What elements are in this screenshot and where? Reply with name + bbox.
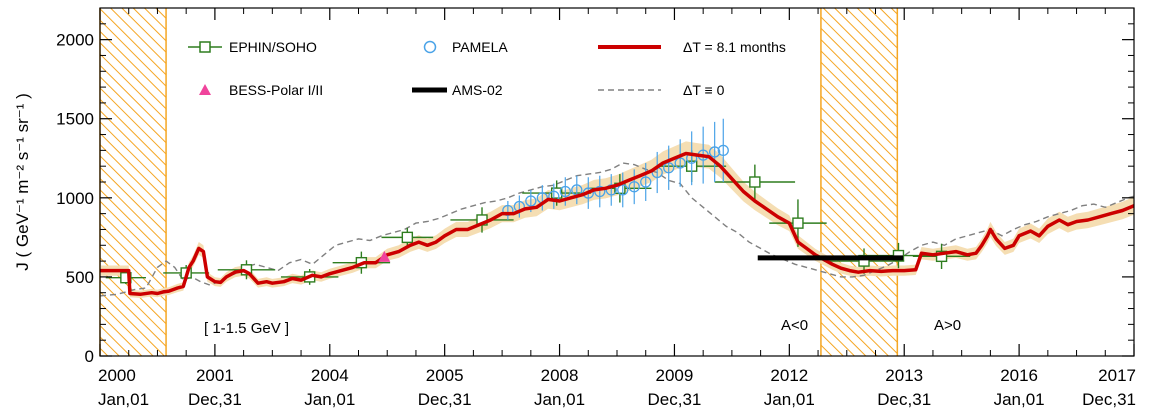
pamela-marker [640,176,652,188]
pamela-point [663,145,675,190]
legend-pamela-label: PAMELA [452,39,508,55]
ephin-marker [120,272,132,284]
bess-points [378,250,391,262]
pamela-point [617,172,629,208]
legend-bess-marker [199,84,211,95]
ephin-marker [935,250,948,263]
legend: EPHIN/SOHO PAMELA ΔT = 8.1 months BESS-P… [188,39,786,98]
y-tick-label: 500 [66,268,94,287]
y-tick-label: 1000 [56,189,94,208]
energy-range-label: [ 1-1.5 GeV ] [204,320,289,337]
pamela-point [628,169,640,205]
x-tick-year: 2016 [1000,366,1038,385]
x-tick-date: Jan,01 [764,390,815,409]
legend-bess-label: BESS-Polar I/II [229,82,323,98]
legend-nolag-label: ΔT ≡ 0 [683,82,725,98]
shaded-periods [99,8,899,356]
x-tick-year: 2017 [1098,366,1136,385]
x-tick-year: 2008 [541,366,579,385]
pamela-marker [709,146,721,158]
x-tick-year: 2000 [98,366,136,385]
pamela-marker [525,195,537,207]
legend-pamela-marker [423,40,437,54]
y-tick-label: 0 [85,347,94,366]
polarity-positive-label: A>0 [934,317,961,334]
bess-marker [378,250,391,262]
x-tick-year: 2005 [426,366,464,385]
pamela-marker [663,162,675,174]
ephin-point [381,227,434,247]
legend-ams-label: AMS-02 [452,82,503,98]
y-tick-label: 2000 [56,31,94,50]
y-axis-label: J ( GeV⁻¹ m⁻² s⁻¹ sr⁻¹ ) [13,93,32,271]
pamela-marker [502,204,514,217]
pamela-marker [717,144,729,157]
legend-ephin-marker [199,41,211,53]
x-tick-date: Dec,31 [188,390,242,409]
x-tick-date: Jan,01 [98,390,149,409]
x-tick-date: Jan,01 [304,390,355,409]
x-tick-year: 2004 [311,366,349,385]
series-line-nolag [100,162,1134,297]
pamela-point [640,163,652,201]
x-tick-date: Dec,31 [648,390,702,409]
x-tick-year: 2009 [656,366,694,385]
legend-ephin-label: EPHIN/SOHO [229,39,317,55]
ephin-point [912,243,971,269]
ephin-point [105,271,146,285]
pamela-marker [559,185,571,198]
ephin-marker [749,176,761,188]
pamela-marker [674,157,686,169]
legend-model-label: ΔT = 8.1 months [683,39,786,55]
polarity-negative-label: A<0 [781,317,808,334]
axes: 0 500 1000 1500 2000 2000 Jan,01 2001 Dec,31 2004… [56,8,1136,409]
x-tick-date: Dec,31 [1082,390,1136,409]
ephin-point [823,248,905,274]
x-tick-year: 2012 [770,366,808,385]
ephin-marker [401,231,414,244]
pamela-point [502,200,514,220]
pamela-point [605,174,617,206]
shaded-period-1 [100,8,167,356]
ephin-marker [550,187,563,199]
pamela-marker [605,184,617,196]
x-tick-year: 2001 [196,366,234,385]
x-tick-year: 2013 [885,366,923,385]
pamela-point [709,121,721,182]
shaded-period-2 [820,8,898,356]
pamela-marker [628,181,640,193]
y-tick-label: 1500 [56,110,94,129]
ephin-point [714,164,796,200]
x-tick-date: Dec,31 [877,390,931,409]
pamela-point [674,139,686,187]
series-line-model [100,151,1134,297]
pamela-marker [617,184,629,196]
x-tick-date: Dec,31 [418,390,472,409]
x-tick-date: Jan,01 [994,390,1045,409]
x-tick-date: Jan,01 [534,390,585,409]
ephin-marker [792,217,804,229]
